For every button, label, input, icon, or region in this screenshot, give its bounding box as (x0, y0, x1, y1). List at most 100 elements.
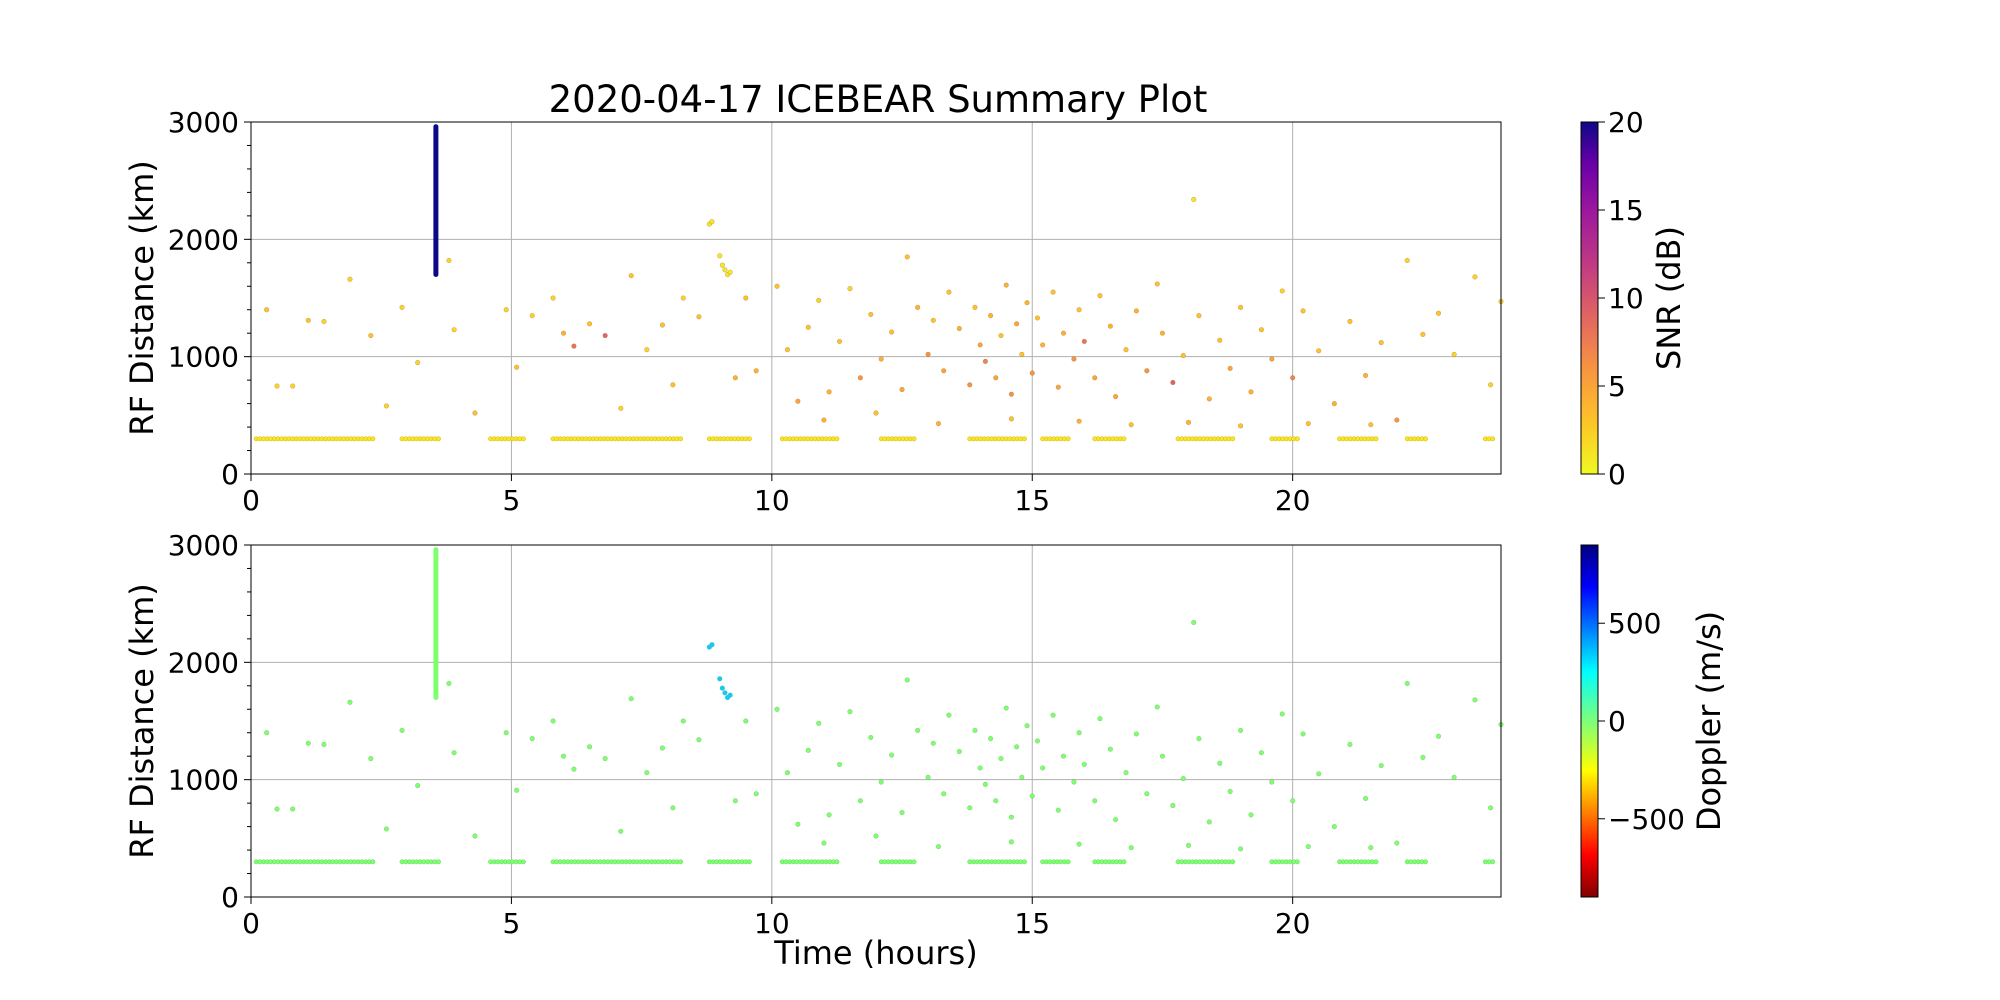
baseline-point (678, 436, 684, 442)
data-point (1362, 372, 1369, 379)
data-point (1092, 375, 1098, 381)
baseline-point (747, 436, 752, 442)
data-point (274, 806, 280, 812)
doppler-panel-frame (250, 544, 1502, 898)
data-point (659, 322, 666, 328)
data-point (628, 273, 634, 279)
data-point (1019, 351, 1025, 357)
data-point (1487, 805, 1494, 811)
data-point (290, 383, 296, 389)
data-point (321, 741, 327, 748)
data-point (1368, 422, 1374, 428)
data-point (904, 677, 910, 683)
data-point (1279, 288, 1285, 294)
data-point (1305, 420, 1311, 427)
baseline-point (1121, 436, 1127, 442)
doppler-panel: 0 5 10 15 20 0 1000 2000 3000 RF Distance (km) (123, 529, 1504, 940)
data-point (805, 747, 811, 753)
data-point (836, 338, 843, 345)
data-point (1055, 807, 1061, 813)
data-point (993, 798, 999, 804)
doppler-panel-points (264, 619, 1504, 852)
data-point (1394, 840, 1400, 846)
x-tick-label: 0 (242, 907, 260, 940)
data-point (967, 382, 973, 388)
data-point (1451, 351, 1457, 357)
baseline-point (370, 859, 376, 865)
data-point (1008, 814, 1015, 820)
data-point (873, 410, 879, 416)
data-point (696, 314, 702, 320)
data-point (1316, 771, 1322, 777)
data-point (1185, 419, 1192, 425)
data-point (1237, 423, 1244, 429)
data-point (1055, 384, 1061, 390)
baseline-point (1490, 436, 1496, 442)
baseline-point (911, 436, 917, 442)
data-point (753, 791, 759, 797)
data-point (1050, 289, 1056, 295)
data-point (1123, 347, 1129, 353)
data-point (1347, 741, 1353, 748)
data-point (1316, 348, 1322, 354)
doppler-panel-grid (251, 545, 1501, 897)
data-point (1034, 738, 1041, 744)
data-point (1191, 619, 1197, 626)
data-point (1258, 327, 1265, 333)
data-point (1112, 816, 1119, 823)
data-point (602, 332, 608, 339)
data-point (1029, 793, 1035, 799)
data-point (1191, 196, 1197, 203)
doppler-panel-ylabel: RF Distance (km) (123, 583, 161, 859)
data-point (982, 781, 988, 787)
data-point (1133, 731, 1140, 737)
data-point (1008, 416, 1015, 422)
data-point (1128, 845, 1134, 851)
data-point (1217, 337, 1223, 343)
data-point (1123, 770, 1129, 776)
data-point (1092, 798, 1098, 804)
data-point (1076, 418, 1082, 424)
data-point (743, 718, 749, 724)
baseline-point (1022, 436, 1027, 442)
data-point (1097, 716, 1103, 722)
data-point (1290, 798, 1296, 804)
data-point (383, 403, 390, 409)
baseline-point (1065, 859, 1071, 865)
x-tick-label: 10 (754, 484, 790, 517)
data-point (1076, 307, 1082, 313)
baseline-point (1373, 859, 1379, 865)
data-point (795, 821, 801, 827)
data-point (719, 262, 725, 268)
baseline-point (1373, 436, 1379, 442)
data-point (618, 828, 624, 834)
data-point (878, 779, 884, 785)
baseline-point (1423, 859, 1428, 865)
doppler-panel-baseline-echoes (253, 859, 1496, 865)
data-point (586, 744, 593, 750)
data-point (1019, 774, 1025, 780)
data-point (1014, 321, 1020, 327)
x-tick-label: 5 (503, 484, 521, 517)
data-point (956, 325, 962, 332)
y-tick-label: 0 (221, 458, 239, 491)
data-point (1024, 723, 1030, 729)
data-point-high-doppler (719, 685, 725, 691)
data-point (1159, 330, 1166, 336)
data-point (1034, 315, 1041, 321)
data-point (753, 368, 759, 374)
data-point (415, 782, 421, 789)
data-point (571, 766, 577, 772)
data-point (1248, 389, 1254, 395)
data-point (446, 680, 452, 687)
data-point (956, 748, 962, 755)
x-tick-label: 15 (1014, 907, 1050, 940)
data-point (987, 735, 994, 742)
data-point (805, 324, 811, 330)
data-point (1258, 750, 1265, 756)
data-point (550, 295, 556, 301)
data-point (899, 386, 905, 393)
baseline-point (1065, 436, 1071, 442)
data-point (878, 356, 884, 362)
snr-panel-grid (251, 122, 1501, 474)
